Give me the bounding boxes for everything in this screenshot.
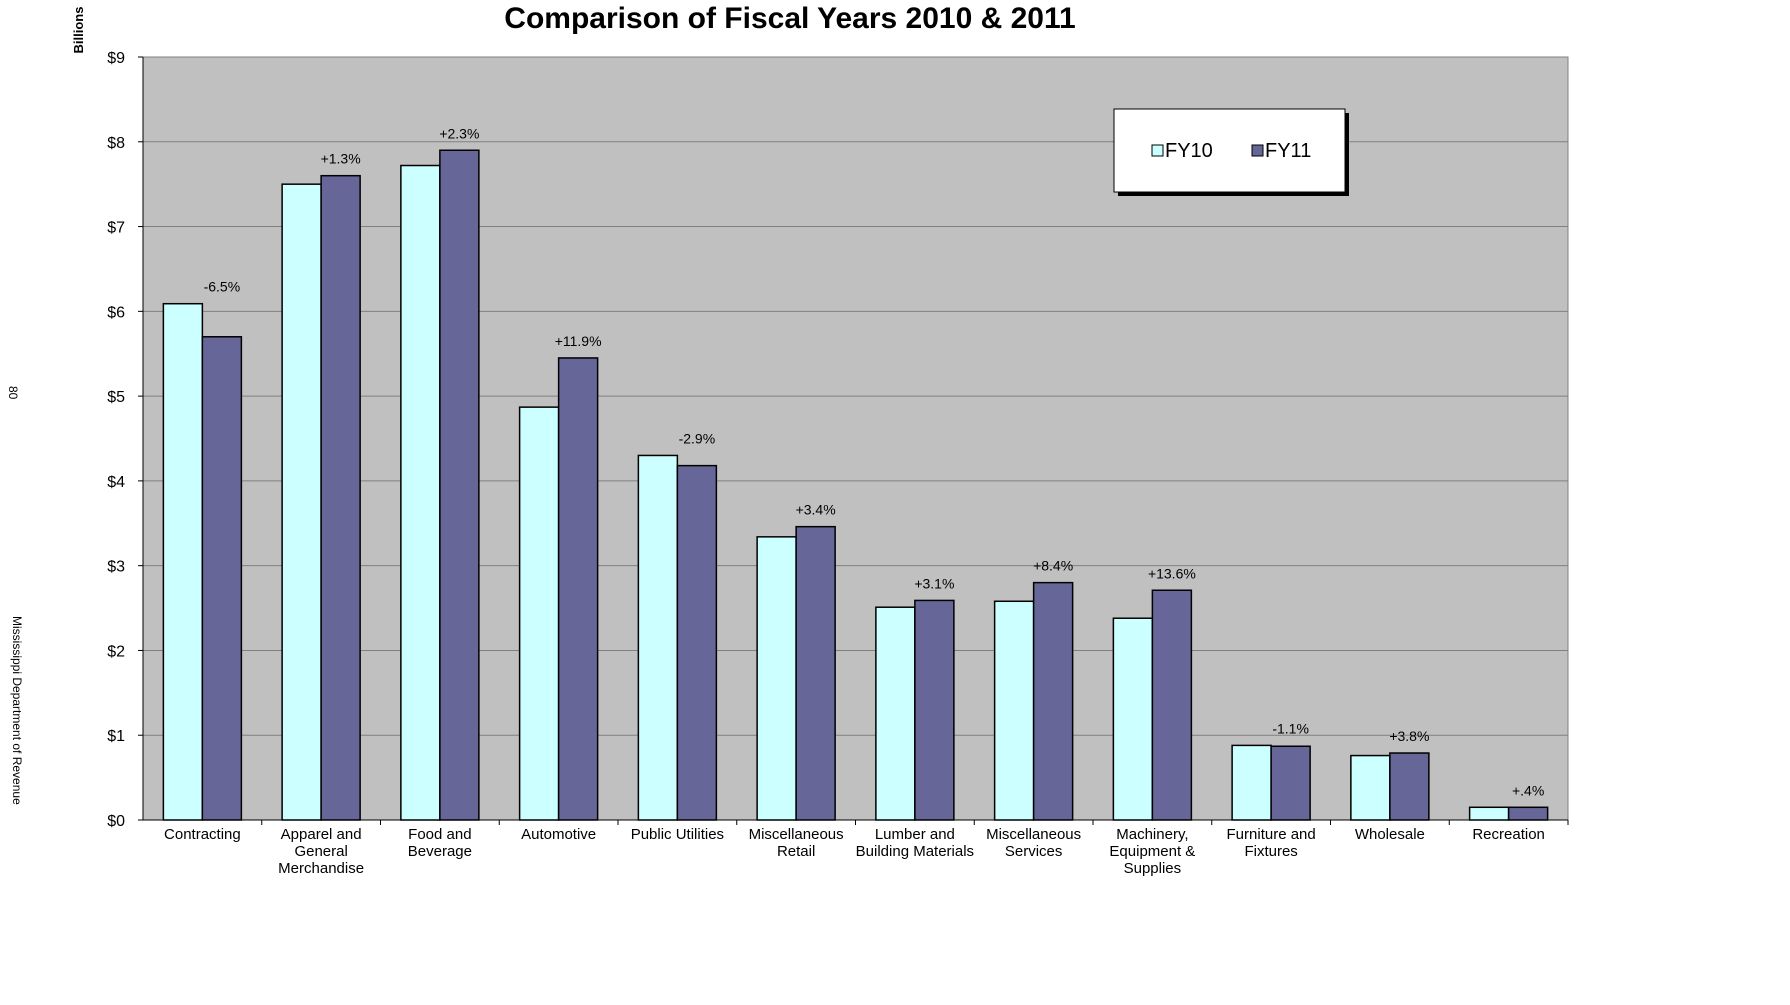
x-tick-label: Supplies [1124, 860, 1182, 877]
bar-fy11 [320, 174, 361, 821]
x-tick-label: Public Utilities [631, 826, 724, 843]
x-tick-label: Services [1005, 843, 1063, 860]
bar-fy10 [281, 183, 322, 821]
y-tick-label: $9 [107, 50, 125, 67]
x-tick-label: Lumber and [875, 826, 955, 843]
change-label: +11.9% [555, 333, 602, 349]
y-tick-label: $1 [107, 728, 125, 745]
bar-fy10 [518, 406, 560, 821]
y-tick-label: $5 [107, 389, 125, 406]
change-label: +3.4% [796, 502, 836, 518]
change-label: +1.3% [321, 151, 361, 167]
change-label: +8.4% [1033, 558, 1073, 574]
page-number: 80 [6, 386, 20, 400]
x-tick-label: Food and [408, 826, 471, 843]
x-tick-label: Machinery, [1116, 826, 1188, 843]
bar-fy10 [1468, 806, 1510, 821]
x-tick-label: Recreation [1472, 826, 1545, 843]
change-label: -1.1% [1272, 720, 1309, 736]
x-tick-label: Beverage [408, 843, 472, 860]
bar-fy10 [1231, 744, 1272, 821]
change-label: +2.3% [439, 125, 479, 141]
bar-fy11 [914, 599, 955, 821]
x-tick-label: Equipment & [1109, 843, 1195, 860]
bar-fy11 [795, 525, 836, 821]
y-tick-label: $6 [107, 304, 125, 321]
bar-fy10 [1112, 617, 1154, 821]
bar-fy11 [557, 357, 599, 821]
legend-swatch-fy11 [1251, 144, 1264, 157]
y-tick-label: $2 [107, 643, 125, 660]
x-tick-label: Miscellaneous [749, 826, 844, 843]
bar-fy11 [1270, 745, 1311, 821]
y-tick-label: $8 [107, 135, 125, 152]
y-tick-label: $4 [107, 474, 125, 491]
x-tick-label: Building Materials [856, 843, 974, 860]
change-label: -6.5% [204, 279, 241, 295]
x-tick-label: Furniture and [1227, 826, 1316, 843]
x-tick-label: Retail [777, 843, 815, 860]
legend-swatch-fy10 [1151, 144, 1164, 157]
bar-fy10 [993, 600, 1035, 821]
chart-title: Comparison of Fiscal Years 2010 & 2011 [504, 2, 1075, 35]
y-tick-label: $7 [107, 220, 125, 237]
x-tick-label: Contracting [164, 826, 241, 843]
bar-fy10 [875, 606, 916, 821]
y-tick-label: $0 [107, 813, 125, 830]
bar-fy10 [400, 164, 441, 821]
bar-fy11 [201, 336, 243, 821]
bar-fy11 [439, 149, 480, 821]
bar-fy10 [162, 302, 204, 821]
legend-label-fy10: FY10 [1165, 140, 1213, 162]
bar-fy11 [1507, 806, 1549, 821]
change-label: +13.6% [1148, 565, 1196, 581]
x-tick-label: General [294, 843, 347, 860]
x-tick-label: Automotive [521, 826, 596, 843]
x-tick-label: Merchandise [278, 860, 364, 877]
x-tick-label: Miscellaneous [986, 826, 1081, 843]
x-tick-label: Fixtures [1244, 843, 1297, 860]
change-label: +3.8% [1389, 728, 1429, 744]
x-tick-label: Apparel and [281, 826, 362, 843]
department-name: Mississippi Department of Revenue [10, 616, 24, 805]
y-axis-label: Billions [71, 7, 86, 54]
change-label: +.4% [1512, 782, 1544, 798]
bar-fy10 [637, 454, 679, 821]
bar-fy11 [1151, 589, 1193, 821]
change-label: +3.1% [914, 575, 954, 591]
x-tick-label: Wholesale [1355, 826, 1425, 843]
legend-label-fy11: FY11 [1265, 140, 1311, 162]
bar-fy11 [676, 464, 718, 821]
bar-fy10 [1350, 754, 1391, 821]
change-label: -2.9% [679, 430, 716, 446]
bar-fy10 [756, 536, 797, 821]
bar-fy11 [1389, 752, 1430, 821]
bar-fy11 [1032, 581, 1074, 821]
y-tick-label: $3 [107, 559, 125, 576]
